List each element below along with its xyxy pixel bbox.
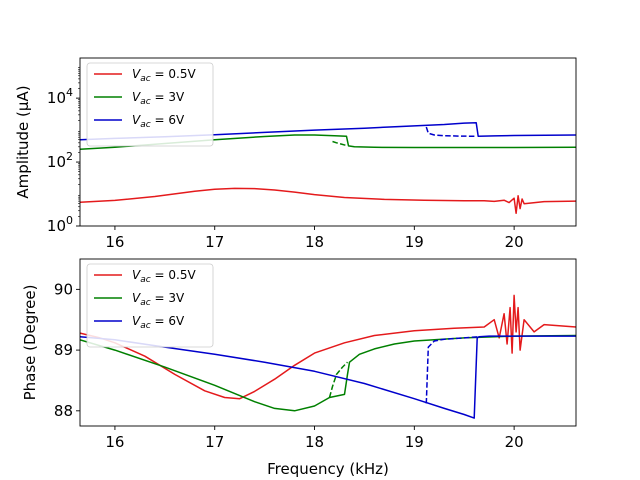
phase-ytick-label: 89 <box>54 341 73 359</box>
amplitude-xtick-label: 18 <box>305 233 324 251</box>
amplitude-legend: Vac = 0.5V Vac = 3V Vac = 6V <box>86 62 214 147</box>
phase-series-v-ac-6v <box>80 335 576 419</box>
amplitude-xtick-label: 19 <box>405 233 424 251</box>
phase-series-group <box>80 294 576 419</box>
phase-legend-label: Vac = 0.5V <box>132 268 196 285</box>
phase-legend: Vac = 0.5V Vac = 3V Vac = 6V <box>86 263 214 348</box>
phase-xtick-label: 18 <box>305 433 324 451</box>
amplitude-legend-label: Vac = 3V <box>132 90 185 107</box>
phase-y-axis-label: Phase (Degree) <box>21 285 39 401</box>
amplitude-ytick-label: 104 <box>47 86 73 107</box>
amplitude-series-dashed-branch-4 <box>425 126 477 138</box>
phase-xtick-label: 20 <box>505 433 524 451</box>
amplitude-legend-label: Vac = 0.5V <box>132 67 196 84</box>
amplitude-axes-frame <box>79 57 577 227</box>
phase-xtick-label: 17 <box>205 433 224 451</box>
amplitude-xtick-label: 16 <box>105 233 124 251</box>
phase-legend-box <box>86 263 214 348</box>
amplitude-legend-box <box>86 62 214 147</box>
amplitude-ytick-label: 102 <box>47 150 73 171</box>
phase-xtick-label: 19 <box>405 433 424 451</box>
phase-series-v-ac-3v <box>80 334 576 412</box>
phase-ytick-label: 90 <box>54 280 73 298</box>
phase-series-v-ac-0-5v <box>80 294 576 400</box>
amplitude-legend-label: Vac = 6V <box>132 113 185 130</box>
x-axis-label: Frequency (kHz) <box>267 460 389 478</box>
phase-axes-frame <box>79 258 577 427</box>
phase-legend-label: Vac = 6V <box>132 314 185 331</box>
phase-series-dashed-branch-4 <box>425 335 480 404</box>
phase-series-dashed-branch-2 <box>328 361 349 398</box>
phase-panel: 16 17 18 19 20 88 89 90 Phase (Degree) Frequency … <box>21 258 577 478</box>
amplitude-y-axis-label: Amplitude (μA) <box>14 85 32 198</box>
amplitude-ytick-label: 100 <box>47 214 73 235</box>
phase-legend-label: Vac = 3V <box>132 291 185 308</box>
amplitude-xtick-label: 17 <box>205 233 224 251</box>
phase-xtick-label: 16 <box>105 433 124 451</box>
amplitude-xtick-label: 20 <box>505 233 524 251</box>
amplitude-panel: 16 17 18 19 20 100 102 104 Amplitude (μA) Vac = 0… <box>14 57 577 251</box>
amplitude-series-v-ac-0-5v <box>80 187 576 215</box>
amplitude-series-dashed-branch-2 <box>332 140 347 147</box>
phase-ytick-label: 88 <box>54 402 73 420</box>
